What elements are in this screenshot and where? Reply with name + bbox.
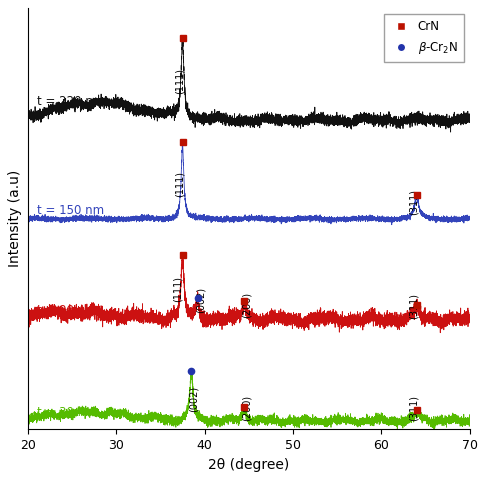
Text: (111): (111) [173, 276, 183, 302]
Text: (200): (200) [242, 291, 252, 318]
Text: (002): (002) [195, 287, 205, 312]
Text: t = 150 nm: t = 150 nm [37, 204, 104, 216]
Text: (311): (311) [409, 189, 419, 215]
Text: t = 220 nm: t = 220 nm [37, 95, 104, 108]
Text: (111): (111) [175, 68, 185, 94]
Text: (002): (002) [189, 386, 199, 412]
X-axis label: 2θ (degree): 2θ (degree) [208, 457, 289, 472]
Text: (311): (311) [409, 395, 419, 421]
Text: (200): (200) [242, 395, 252, 421]
Legend: CrN, $\beta$-Cr$_2$N: CrN, $\beta$-Cr$_2$N [383, 14, 464, 62]
Y-axis label: Intensity (a.u): Intensity (a.u) [8, 170, 22, 267]
Text: t = 30 nm: t = 30 nm [37, 407, 96, 420]
Text: (311): (311) [409, 293, 419, 319]
Text: t = 90 nm: t = 90 nm [37, 304, 97, 317]
Text: (111): (111) [175, 171, 185, 197]
